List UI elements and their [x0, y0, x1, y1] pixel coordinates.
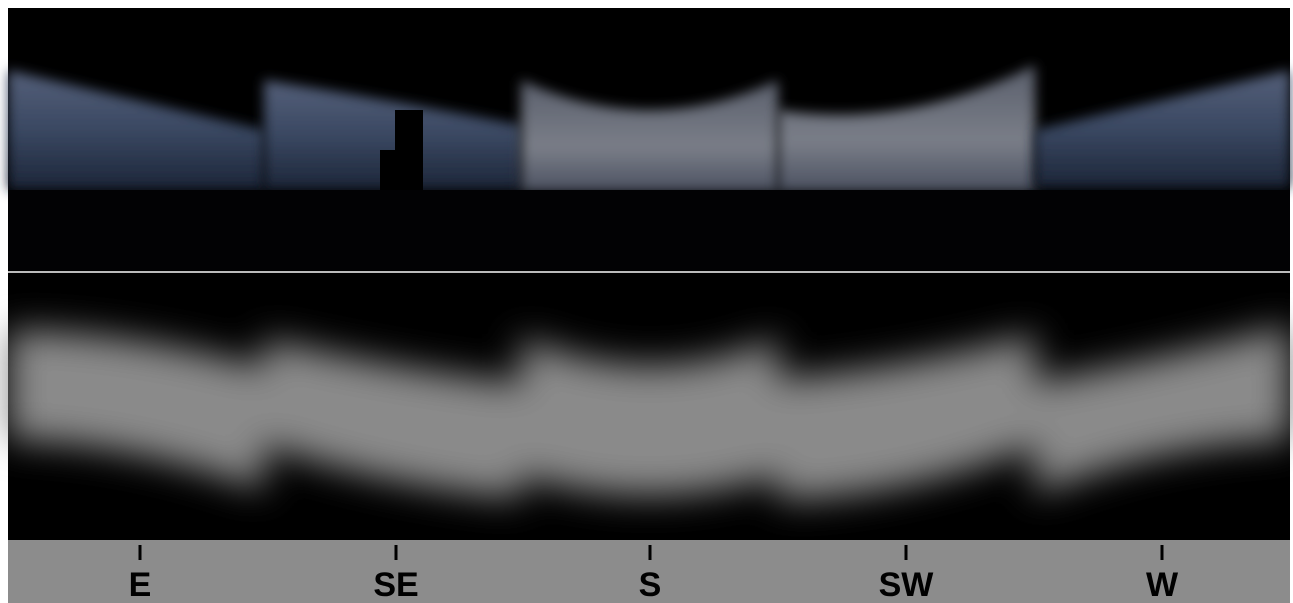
- direction-label: W: [1146, 566, 1179, 603]
- direction-label: SE: [373, 566, 418, 603]
- direction-label: SW: [879, 566, 935, 603]
- direction-label: E: [129, 566, 152, 603]
- direction-label: S: [639, 566, 662, 603]
- figure: E SE S SW W: [0, 0, 1293, 603]
- page: E SE S SW W (() => { const data = JSON.p…: [0, 0, 1293, 603]
